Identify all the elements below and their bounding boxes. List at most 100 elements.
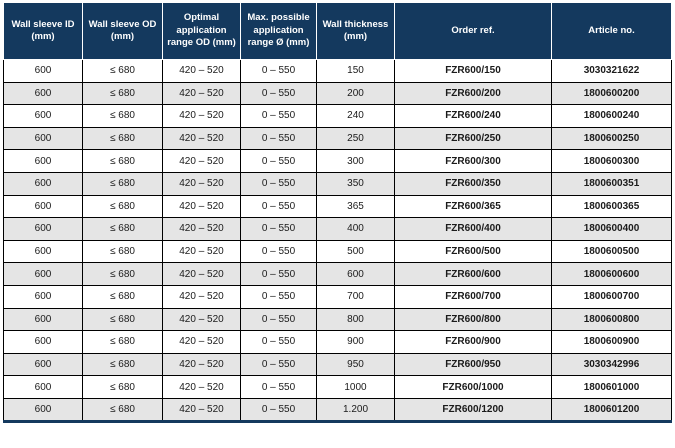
- cell-wall_thickness: 1000: [316, 375, 395, 399]
- table-row: 600 ≤ 680 420 – 520 0 – 550 600 FZR600/600 180…: [3, 262, 672, 286]
- cell-order_ref: FZR600/150: [394, 59, 552, 83]
- cell-max_range: 0 – 550: [240, 352, 317, 377]
- cell-optimal_range_od: 420 – 520: [162, 81, 241, 106]
- cell-wall_sleeve_od: ≤ 680: [82, 81, 163, 106]
- cell-max_range: 0 – 550: [240, 171, 317, 196]
- column-header-max_range: Max. possible application range Ø (mm): [240, 2, 317, 60]
- table-row: 600 ≤ 680 420 – 520 0 – 550 240 FZR600/240 180…: [3, 104, 672, 128]
- cell-optimal_range_od: 420 – 520: [162, 330, 241, 354]
- cell-optimal_range_od: 420 – 520: [162, 104, 241, 128]
- cell-optimal_range_od: 420 – 520: [162, 239, 241, 264]
- table-body: 600 ≤ 680 420 – 520 0 – 550 150 FZR600/150 303…: [3, 59, 672, 422]
- cell-order_ref: FZR600/350: [394, 171, 552, 196]
- cell-wall_thickness: 240: [316, 104, 395, 128]
- cell-article_no: 1800600351: [551, 171, 672, 196]
- column-header-wall_sleeve_od: Wall sleeve OD (mm): [82, 2, 163, 60]
- cell-wall_sleeve_id: 600: [3, 59, 83, 83]
- cell-article_no: 1800600300: [551, 149, 672, 173]
- cell-wall_thickness: 900: [316, 330, 395, 354]
- column-header-wall_thickness: Wall thickness (mm): [316, 2, 395, 60]
- cell-order_ref: FZR600/1200: [394, 397, 552, 422]
- cell-wall_thickness: 800: [316, 307, 395, 332]
- cell-article_no: 1800600250: [551, 126, 672, 151]
- cell-wall_thickness: 600: [316, 262, 395, 286]
- cell-wall_sleeve_id: 600: [3, 307, 83, 332]
- cell-wall_sleeve_od: ≤ 680: [82, 284, 163, 309]
- cell-wall_thickness: 700: [316, 284, 395, 309]
- cell-wall_thickness: 500: [316, 239, 395, 264]
- cell-wall_sleeve_od: ≤ 680: [82, 307, 163, 332]
- cell-wall_thickness: 400: [316, 217, 395, 241]
- cell-wall_sleeve_id: 600: [3, 262, 83, 286]
- cell-max_range: 0 – 550: [240, 330, 317, 354]
- cell-wall_sleeve_od: ≤ 680: [82, 194, 163, 219]
- cell-max_range: 0 – 550: [240, 149, 317, 173]
- cell-wall_sleeve_id: 600: [3, 194, 83, 219]
- cell-wall_sleeve_od: ≤ 680: [82, 126, 163, 151]
- cell-article_no: 1800600500: [551, 239, 672, 264]
- table-row: 600 ≤ 680 420 – 520 0 – 550 365 FZR600/365 180…: [3, 194, 672, 219]
- cell-wall_sleeve_id: 600: [3, 239, 83, 264]
- cell-order_ref: FZR600/700: [394, 284, 552, 309]
- table-row: 600 ≤ 680 420 – 520 0 – 550 400 FZR600/400 180…: [3, 217, 672, 241]
- cell-wall_thickness: 365: [316, 194, 395, 219]
- table-row: 600 ≤ 680 420 – 520 0 – 550 350 FZR600/350 180…: [3, 171, 672, 196]
- cell-max_range: 0 – 550: [240, 284, 317, 309]
- cell-max_range: 0 – 550: [240, 375, 317, 399]
- cell-wall_sleeve_od: ≤ 680: [82, 262, 163, 286]
- cell-wall_sleeve_id: 600: [3, 352, 83, 377]
- cell-wall_sleeve_id: 600: [3, 217, 83, 241]
- cell-max_range: 0 – 550: [240, 59, 317, 83]
- cell-order_ref: FZR600/200: [394, 81, 552, 106]
- cell-wall_sleeve_od: ≤ 680: [82, 104, 163, 128]
- cell-wall_sleeve_id: 600: [3, 81, 83, 106]
- table-row: 600 ≤ 680 420 – 520 0 – 550 800 FZR600/800 180…: [3, 307, 672, 332]
- cell-order_ref: FZR600/800: [394, 307, 552, 332]
- cell-wall_sleeve_id: 600: [3, 330, 83, 354]
- column-header-optimal_range_od: Optimal application range OD (mm): [162, 2, 241, 60]
- cell-wall_sleeve_od: ≤ 680: [82, 352, 163, 377]
- cell-max_range: 0 – 550: [240, 307, 317, 332]
- cell-optimal_range_od: 420 – 520: [162, 217, 241, 241]
- cell-order_ref: FZR600/240: [394, 104, 552, 128]
- table-row: 600 ≤ 680 420 – 520 0 – 550 1.200 FZR600/1200…: [3, 397, 672, 422]
- cell-order_ref: FZR600/250: [394, 126, 552, 151]
- table-row: 600 ≤ 680 420 – 520 0 – 550 200 FZR600/200 180…: [3, 81, 672, 106]
- cell-wall_sleeve_id: 600: [3, 171, 83, 196]
- cell-wall_sleeve_id: 600: [3, 126, 83, 151]
- cell-optimal_range_od: 420 – 520: [162, 352, 241, 377]
- cell-wall_sleeve_od: ≤ 680: [82, 375, 163, 399]
- table-row: 600 ≤ 680 420 – 520 0 – 550 300 FZR600/300 180…: [3, 149, 672, 173]
- cell-max_range: 0 – 550: [240, 217, 317, 241]
- cell-optimal_range_od: 420 – 520: [162, 262, 241, 286]
- cell-wall_sleeve_od: ≤ 680: [82, 171, 163, 196]
- table-row: 600 ≤ 680 420 – 520 0 – 550 950 FZR600/950 303…: [3, 352, 672, 377]
- cell-max_range: 0 – 550: [240, 262, 317, 286]
- cell-optimal_range_od: 420 – 520: [162, 284, 241, 309]
- cell-article_no: 1800600900: [551, 330, 672, 354]
- cell-article_no: 1800600600: [551, 262, 672, 286]
- cell-max_range: 0 – 550: [240, 104, 317, 128]
- cell-article_no: 1800600700: [551, 284, 672, 309]
- cell-order_ref: FZR600/900: [394, 330, 552, 354]
- column-header-article_no: Article no.: [551, 2, 672, 60]
- cell-wall_sleeve_id: 600: [3, 397, 83, 422]
- cell-order_ref: FZR600/365: [394, 194, 552, 219]
- table-row: 600 ≤ 680 420 – 520 0 – 550 700 FZR600/700 180…: [3, 284, 672, 309]
- table-row: 600 ≤ 680 420 – 520 0 – 550 250 FZR600/250 180…: [3, 126, 672, 151]
- cell-wall_sleeve_od: ≤ 680: [82, 330, 163, 354]
- table-row: 600 ≤ 680 420 – 520 0 – 550 900 FZR600/900 180…: [3, 330, 672, 354]
- cell-optimal_range_od: 420 – 520: [162, 59, 241, 83]
- cell-wall_sleeve_id: 600: [3, 375, 83, 399]
- cell-article_no: 3030342996: [551, 352, 672, 377]
- cell-optimal_range_od: 420 – 520: [162, 126, 241, 151]
- cell-article_no: 1800600200: [551, 81, 672, 106]
- cell-wall_thickness: 350: [316, 171, 395, 196]
- cell-wall_sleeve_id: 600: [3, 284, 83, 309]
- cell-wall_sleeve_od: ≤ 680: [82, 397, 163, 422]
- cell-max_range: 0 – 550: [240, 126, 317, 151]
- cell-wall_sleeve_od: ≤ 680: [82, 149, 163, 173]
- table-row: 600 ≤ 680 420 – 520 0 – 550 1000 FZR600/1000 1…: [3, 375, 672, 399]
- cell-article_no: 1800600800: [551, 307, 672, 332]
- cell-wall_sleeve_id: 600: [3, 149, 83, 173]
